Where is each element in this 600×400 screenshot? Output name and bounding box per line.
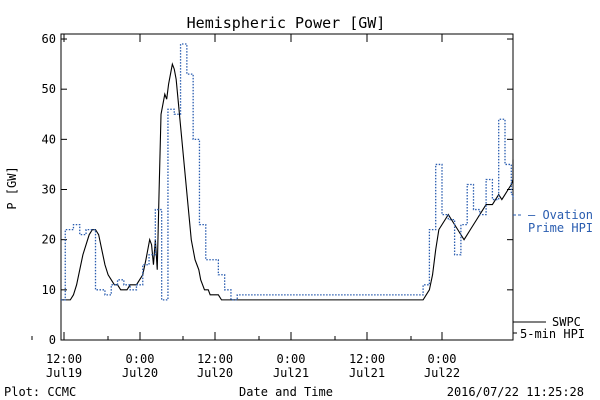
y-tick-label: 20: [42, 233, 56, 247]
legend-ovation-line2: Prime HPI: [528, 221, 593, 235]
x-axis: 12:00Jul190:00Jul2012:00Jul200:00Jul2112…: [31, 34, 460, 380]
x-tick-label-date: Jul20: [197, 366, 233, 380]
x-tick-label-time: 12:00: [46, 352, 82, 366]
x-tick-label-time: 0:00: [277, 352, 306, 366]
y-axis-label: P [GW]: [5, 166, 19, 209]
x-tick-label-time: 12:00: [349, 352, 385, 366]
chart-title: Hemispheric Power [GW]: [187, 14, 386, 32]
series-swpc-line: [61, 62, 514, 301]
x-axis-label: Date and Time: [239, 385, 333, 399]
x-tick-label-date: Jul20: [122, 366, 158, 380]
y-tick-label: 0: [49, 333, 56, 347]
y-tick-label: 60: [42, 32, 56, 46]
x-tick-label-date: Jul21: [349, 366, 385, 380]
y-tick-label: 50: [42, 82, 56, 96]
y-tick-label: 10: [42, 283, 56, 297]
x-tick-label-date: Jul21: [273, 366, 309, 380]
x-tick-label-time: 0:00: [428, 352, 457, 366]
x-tick-label-time: 0:00: [126, 352, 155, 366]
footer-plot-credit: Plot: CCMC: [4, 385, 76, 399]
x-tick-label-date: Jul19: [46, 366, 82, 380]
legend: — Ovation Prime HPI SWPC 5-min HPI: [513, 208, 593, 341]
y-tick-label: 30: [42, 183, 56, 197]
x-tick-label-time: 12:00: [197, 352, 233, 366]
series-ovation-prime-line: [61, 43, 514, 301]
y-axis: 0 10 20 30 40 50 60: [42, 32, 513, 347]
legend-ovation-line1: — Ovation: [528, 208, 593, 222]
series-layer: [61, 43, 514, 301]
plot-frame: [60, 33, 514, 341]
legend-swpc-line1: SWPC: [552, 315, 581, 329]
footer-timestamp: 2016/07/22 11:25:28: [447, 385, 584, 399]
legend-swpc-line2: 5-min HPI: [520, 327, 585, 341]
x-tick-label-date: Jul22: [424, 366, 460, 380]
y-tick-label: 40: [42, 132, 56, 146]
